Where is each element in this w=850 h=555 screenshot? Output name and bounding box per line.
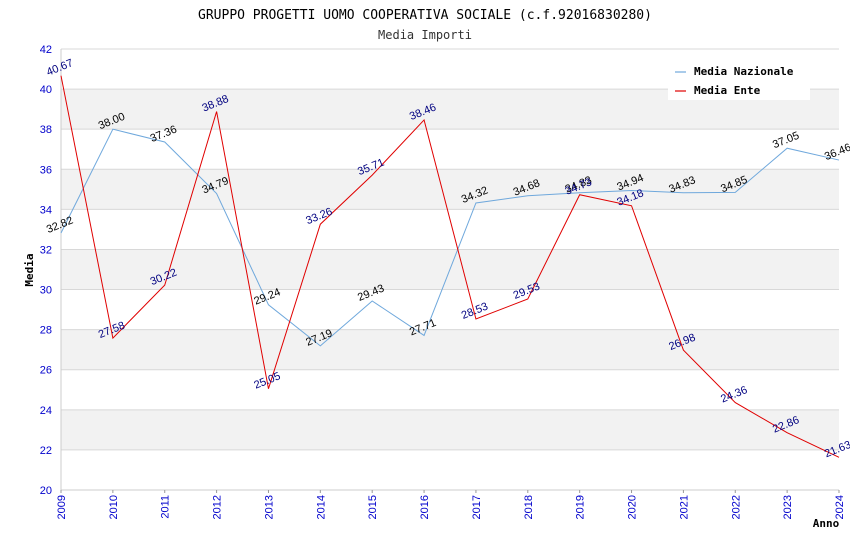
x-tick-label: 2018: [523, 495, 535, 519]
x-tick-label: 2024: [834, 495, 846, 519]
x-tick-label: 2014: [315, 495, 327, 519]
x-tick-label: 2015: [367, 495, 379, 519]
y-tick-label: 42: [40, 44, 52, 56]
x-tick-label: 2012: [212, 495, 224, 519]
x-axis-label: Anno: [813, 517, 840, 530]
data-label: 37.05: [771, 130, 801, 151]
y-tick-label: 22: [40, 445, 52, 457]
y-tick-label: 20: [40, 485, 52, 497]
x-tick-label: 2019: [575, 495, 587, 519]
x-tick-label: 2021: [678, 495, 690, 519]
x-tick-label: 2016: [419, 495, 431, 519]
x-tick-label: 2011: [160, 495, 172, 519]
data-label: 24.36: [719, 384, 749, 405]
x-tick-label: 2023: [782, 495, 794, 519]
legend: Media Nazionale Media Ente: [668, 60, 810, 100]
band-0: [61, 410, 839, 450]
y-tick-label: 30: [40, 285, 52, 297]
y-tick-label: 36: [40, 164, 52, 176]
chart-title: GRUPPO PROGETTI UOMO COOPERATIVA SOCIALE…: [198, 8, 652, 23]
chart-subtitle: Media Importi: [378, 28, 472, 42]
series-line-media-nazionale: [61, 129, 839, 346]
y-axis-label: Media: [23, 253, 36, 286]
data-label: 40.67: [45, 57, 75, 78]
x-tick-label: 2010: [108, 495, 120, 519]
data-label: 32.82: [45, 215, 75, 236]
x-tick-label: 2013: [263, 495, 275, 519]
y-tick-label: 38: [40, 124, 52, 136]
band-1: [61, 330, 839, 370]
y-tick-label: 40: [40, 84, 52, 96]
x-tick-label: 2009: [56, 495, 68, 519]
y-tick-label: 32: [40, 244, 52, 256]
x-tick-label: 2020: [627, 495, 639, 519]
y-tick-label: 24: [40, 405, 52, 417]
x-tick-label: 2017: [471, 495, 483, 519]
legend-label-media-ente: Media Ente: [694, 84, 761, 97]
y-tick-label: 28: [40, 325, 52, 337]
data-label: 28.53: [460, 301, 490, 322]
y-tick-label: 26: [40, 365, 52, 377]
data-label: 25.05: [252, 370, 282, 391]
x-tick-label: 2022: [730, 495, 742, 519]
legend-label-media-nazionale: Media Nazionale: [694, 65, 794, 78]
y-tick-label: 34: [40, 204, 52, 216]
